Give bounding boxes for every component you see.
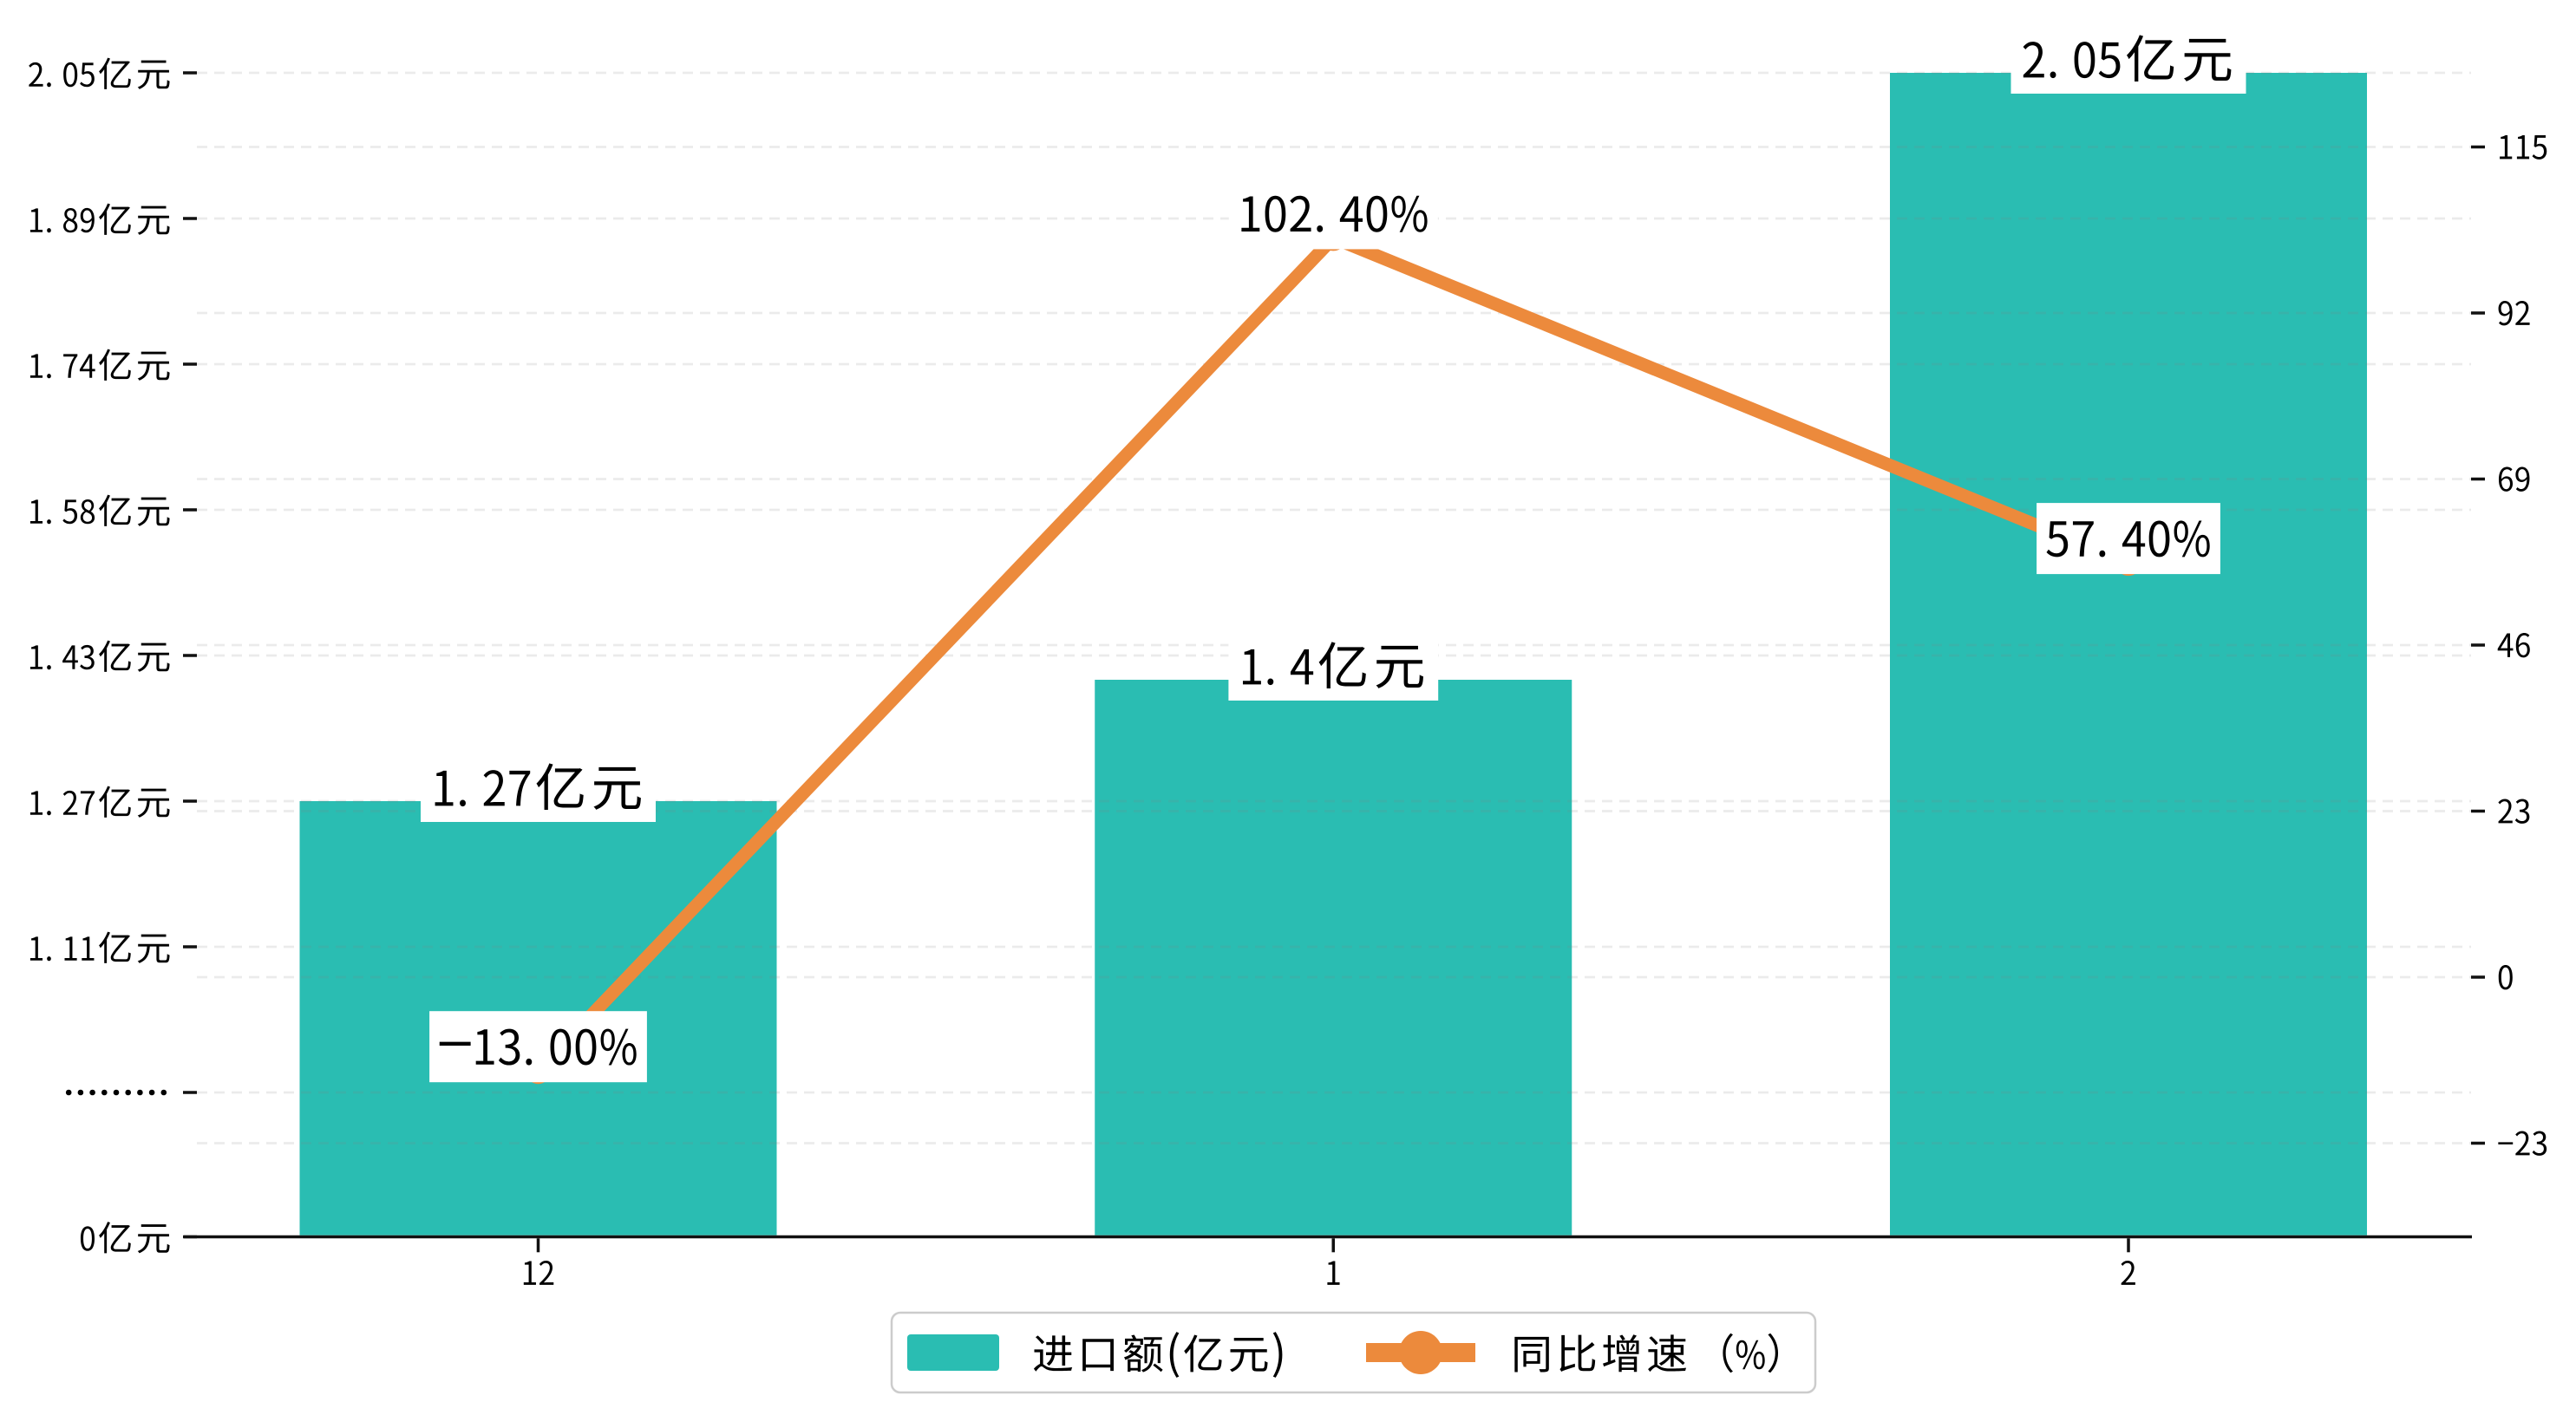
- glyph: [47, 811, 51, 816]
- value-labels-layer: [421, 21, 2246, 1083]
- axis-break-dot: [89, 1089, 95, 1096]
- line-value-label-1: [1228, 178, 1438, 250]
- line-value-label-box: [1228, 178, 1438, 250]
- line-value-label-box: [429, 1011, 647, 1083]
- line-value-label-2: [2037, 503, 2220, 575]
- legend-line-marker-icon: [1399, 1331, 1442, 1374]
- glyph: [526, 1058, 533, 1066]
- line-value-label-12: [429, 1011, 647, 1083]
- legend-item-growth[interactable]: [1366, 1331, 1779, 1374]
- bar-2[interactable]: [1890, 73, 2367, 1236]
- axes-layer: [29, 57, 2547, 1285]
- glyph: [460, 799, 466, 807]
- glyph: [2099, 550, 2106, 558]
- glyph: [1267, 678, 1274, 686]
- bar-value-label-box: [1228, 628, 1439, 701]
- axis-break-dot: [77, 1089, 84, 1096]
- glyph: [2050, 71, 2056, 79]
- glyph: [47, 374, 51, 379]
- axis-break-dot: [137, 1089, 143, 1096]
- axis-break-dot: [160, 1089, 167, 1096]
- glyph: [47, 82, 51, 88]
- legend-box: [890, 1311, 1817, 1394]
- bar-value-label-1: [1228, 628, 1439, 701]
- legend-item-imports[interactable]: [907, 1332, 1283, 1378]
- axis-break-dot: [65, 1089, 72, 1096]
- legend-bar-swatch-icon: [907, 1334, 999, 1371]
- glyph: [47, 228, 51, 233]
- axis-break-dot: [148, 1089, 155, 1096]
- glyph: [2498, 1142, 2514, 1144]
- axis-break-dot: [113, 1089, 120, 1096]
- axis-break-dots: [65, 1089, 167, 1096]
- axis-break-dot: [125, 1089, 131, 1096]
- glyph: [439, 1041, 471, 1047]
- bar-1[interactable]: [1095, 680, 1572, 1236]
- legend-layer: [890, 1311, 1817, 1394]
- glyph: [47, 956, 51, 962]
- glyph: [1317, 225, 1324, 232]
- glyph: [47, 665, 51, 670]
- bar-value-label-2: [2010, 21, 2246, 94]
- axis-break-dot: [101, 1089, 108, 1096]
- glyph: [47, 519, 51, 525]
- bar-value-label-12: [421, 749, 656, 822]
